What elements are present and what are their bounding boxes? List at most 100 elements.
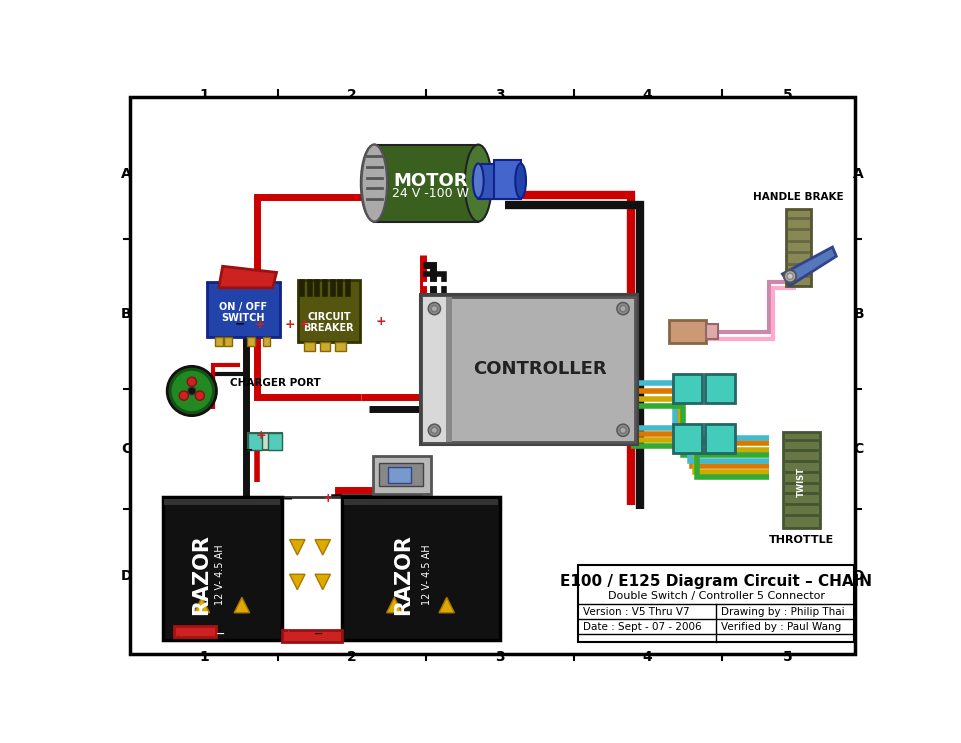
Text: MOTOR: MOTOR — [393, 172, 468, 189]
Bar — [706, 324, 718, 340]
Circle shape — [617, 424, 629, 436]
Text: +: + — [375, 315, 385, 328]
Text: 5: 5 — [783, 88, 793, 103]
Text: +: + — [255, 317, 265, 331]
Text: HANDLE BRAKE: HANDLE BRAKE — [753, 192, 844, 202]
Text: TWIST: TWIST — [798, 467, 806, 497]
Text: Version : V5 Thru V7: Version : V5 Thru V7 — [583, 607, 690, 617]
Bar — [298, 280, 359, 342]
Bar — [162, 497, 282, 640]
Ellipse shape — [473, 163, 483, 198]
Bar — [342, 497, 500, 640]
Text: RAZOR: RAZOR — [394, 533, 413, 614]
Bar — [783, 432, 820, 528]
Bar — [282, 630, 342, 642]
Bar — [479, 164, 521, 198]
Text: 2: 2 — [347, 88, 357, 103]
Polygon shape — [219, 266, 277, 288]
Circle shape — [784, 270, 797, 282]
Text: THROTTLE: THROTTLE — [769, 535, 834, 545]
Text: Verified by : Paul Wang: Verified by : Paul Wang — [721, 623, 841, 632]
Text: −: − — [314, 629, 324, 638]
Bar — [423, 297, 446, 442]
Text: −: − — [215, 629, 225, 638]
Text: 3: 3 — [495, 88, 505, 103]
Text: +: + — [177, 629, 186, 638]
Circle shape — [617, 302, 629, 315]
Text: 4: 4 — [643, 650, 653, 664]
Text: C: C — [853, 442, 864, 456]
Bar — [494, 160, 521, 198]
Circle shape — [620, 427, 627, 433]
Bar — [705, 374, 734, 403]
Text: CHARGER PORT: CHARGER PORT — [231, 378, 321, 389]
Circle shape — [787, 273, 793, 279]
Bar — [248, 433, 262, 450]
Text: −: − — [243, 443, 254, 456]
Bar — [305, 342, 315, 351]
Text: Double Switch / Controller 5 Connector: Double Switch / Controller 5 Connector — [607, 591, 825, 601]
Text: 2: 2 — [347, 650, 357, 664]
Ellipse shape — [360, 145, 388, 221]
Bar — [174, 626, 216, 637]
Polygon shape — [194, 597, 209, 613]
Text: B: B — [121, 308, 132, 322]
Circle shape — [170, 369, 213, 412]
Text: +: + — [256, 429, 266, 442]
Bar — [786, 209, 811, 285]
Bar — [248, 433, 282, 450]
Text: 12 V- 4.5 AH: 12 V- 4.5 AH — [215, 544, 225, 605]
Text: B: B — [853, 308, 864, 322]
Bar — [224, 337, 232, 346]
Ellipse shape — [361, 145, 387, 221]
Polygon shape — [386, 597, 402, 613]
Bar — [423, 297, 634, 442]
Bar — [208, 282, 281, 337]
Circle shape — [431, 305, 437, 312]
Polygon shape — [439, 597, 455, 613]
Bar — [373, 455, 431, 494]
Text: 4: 4 — [643, 88, 653, 103]
Bar — [215, 337, 223, 346]
Bar — [320, 342, 331, 351]
Bar — [669, 320, 706, 343]
Polygon shape — [315, 574, 331, 590]
Text: 3: 3 — [495, 650, 505, 664]
Text: Date : Sept - 07 - 2006: Date : Sept - 07 - 2006 — [583, 623, 702, 632]
Bar — [673, 424, 702, 453]
Circle shape — [620, 305, 627, 312]
Text: RAZOR: RAZOR — [191, 533, 211, 614]
Text: CIRCUIT
BREAKER: CIRCUIT BREAKER — [304, 311, 355, 334]
Text: +: + — [284, 317, 295, 331]
Bar — [579, 565, 854, 642]
Text: CONTROLLER: CONTROLLER — [473, 360, 606, 378]
Bar — [705, 424, 734, 453]
Polygon shape — [289, 539, 305, 555]
Bar — [388, 467, 411, 483]
Text: C: C — [121, 442, 132, 456]
Text: Drawing by : Philip Thai: Drawing by : Philip Thai — [721, 607, 845, 617]
Circle shape — [179, 391, 188, 400]
Bar — [268, 433, 282, 450]
Polygon shape — [315, 539, 331, 555]
Circle shape — [195, 391, 205, 400]
Bar — [335, 342, 346, 351]
Circle shape — [429, 302, 440, 315]
Text: 1: 1 — [199, 88, 209, 103]
Bar — [379, 464, 423, 487]
Text: −: − — [283, 493, 293, 505]
Circle shape — [167, 366, 216, 415]
Bar — [420, 294, 638, 445]
Bar — [673, 374, 702, 403]
Bar — [343, 499, 499, 505]
Ellipse shape — [465, 145, 492, 221]
Bar — [247, 337, 255, 346]
Ellipse shape — [515, 163, 526, 198]
Text: 12 V- 4.5 AH: 12 V- 4.5 AH — [422, 544, 431, 605]
Bar — [446, 297, 452, 442]
Bar — [375, 145, 479, 221]
Text: A: A — [121, 167, 132, 181]
Text: +: + — [323, 493, 333, 505]
Circle shape — [431, 427, 437, 433]
Circle shape — [429, 424, 440, 436]
